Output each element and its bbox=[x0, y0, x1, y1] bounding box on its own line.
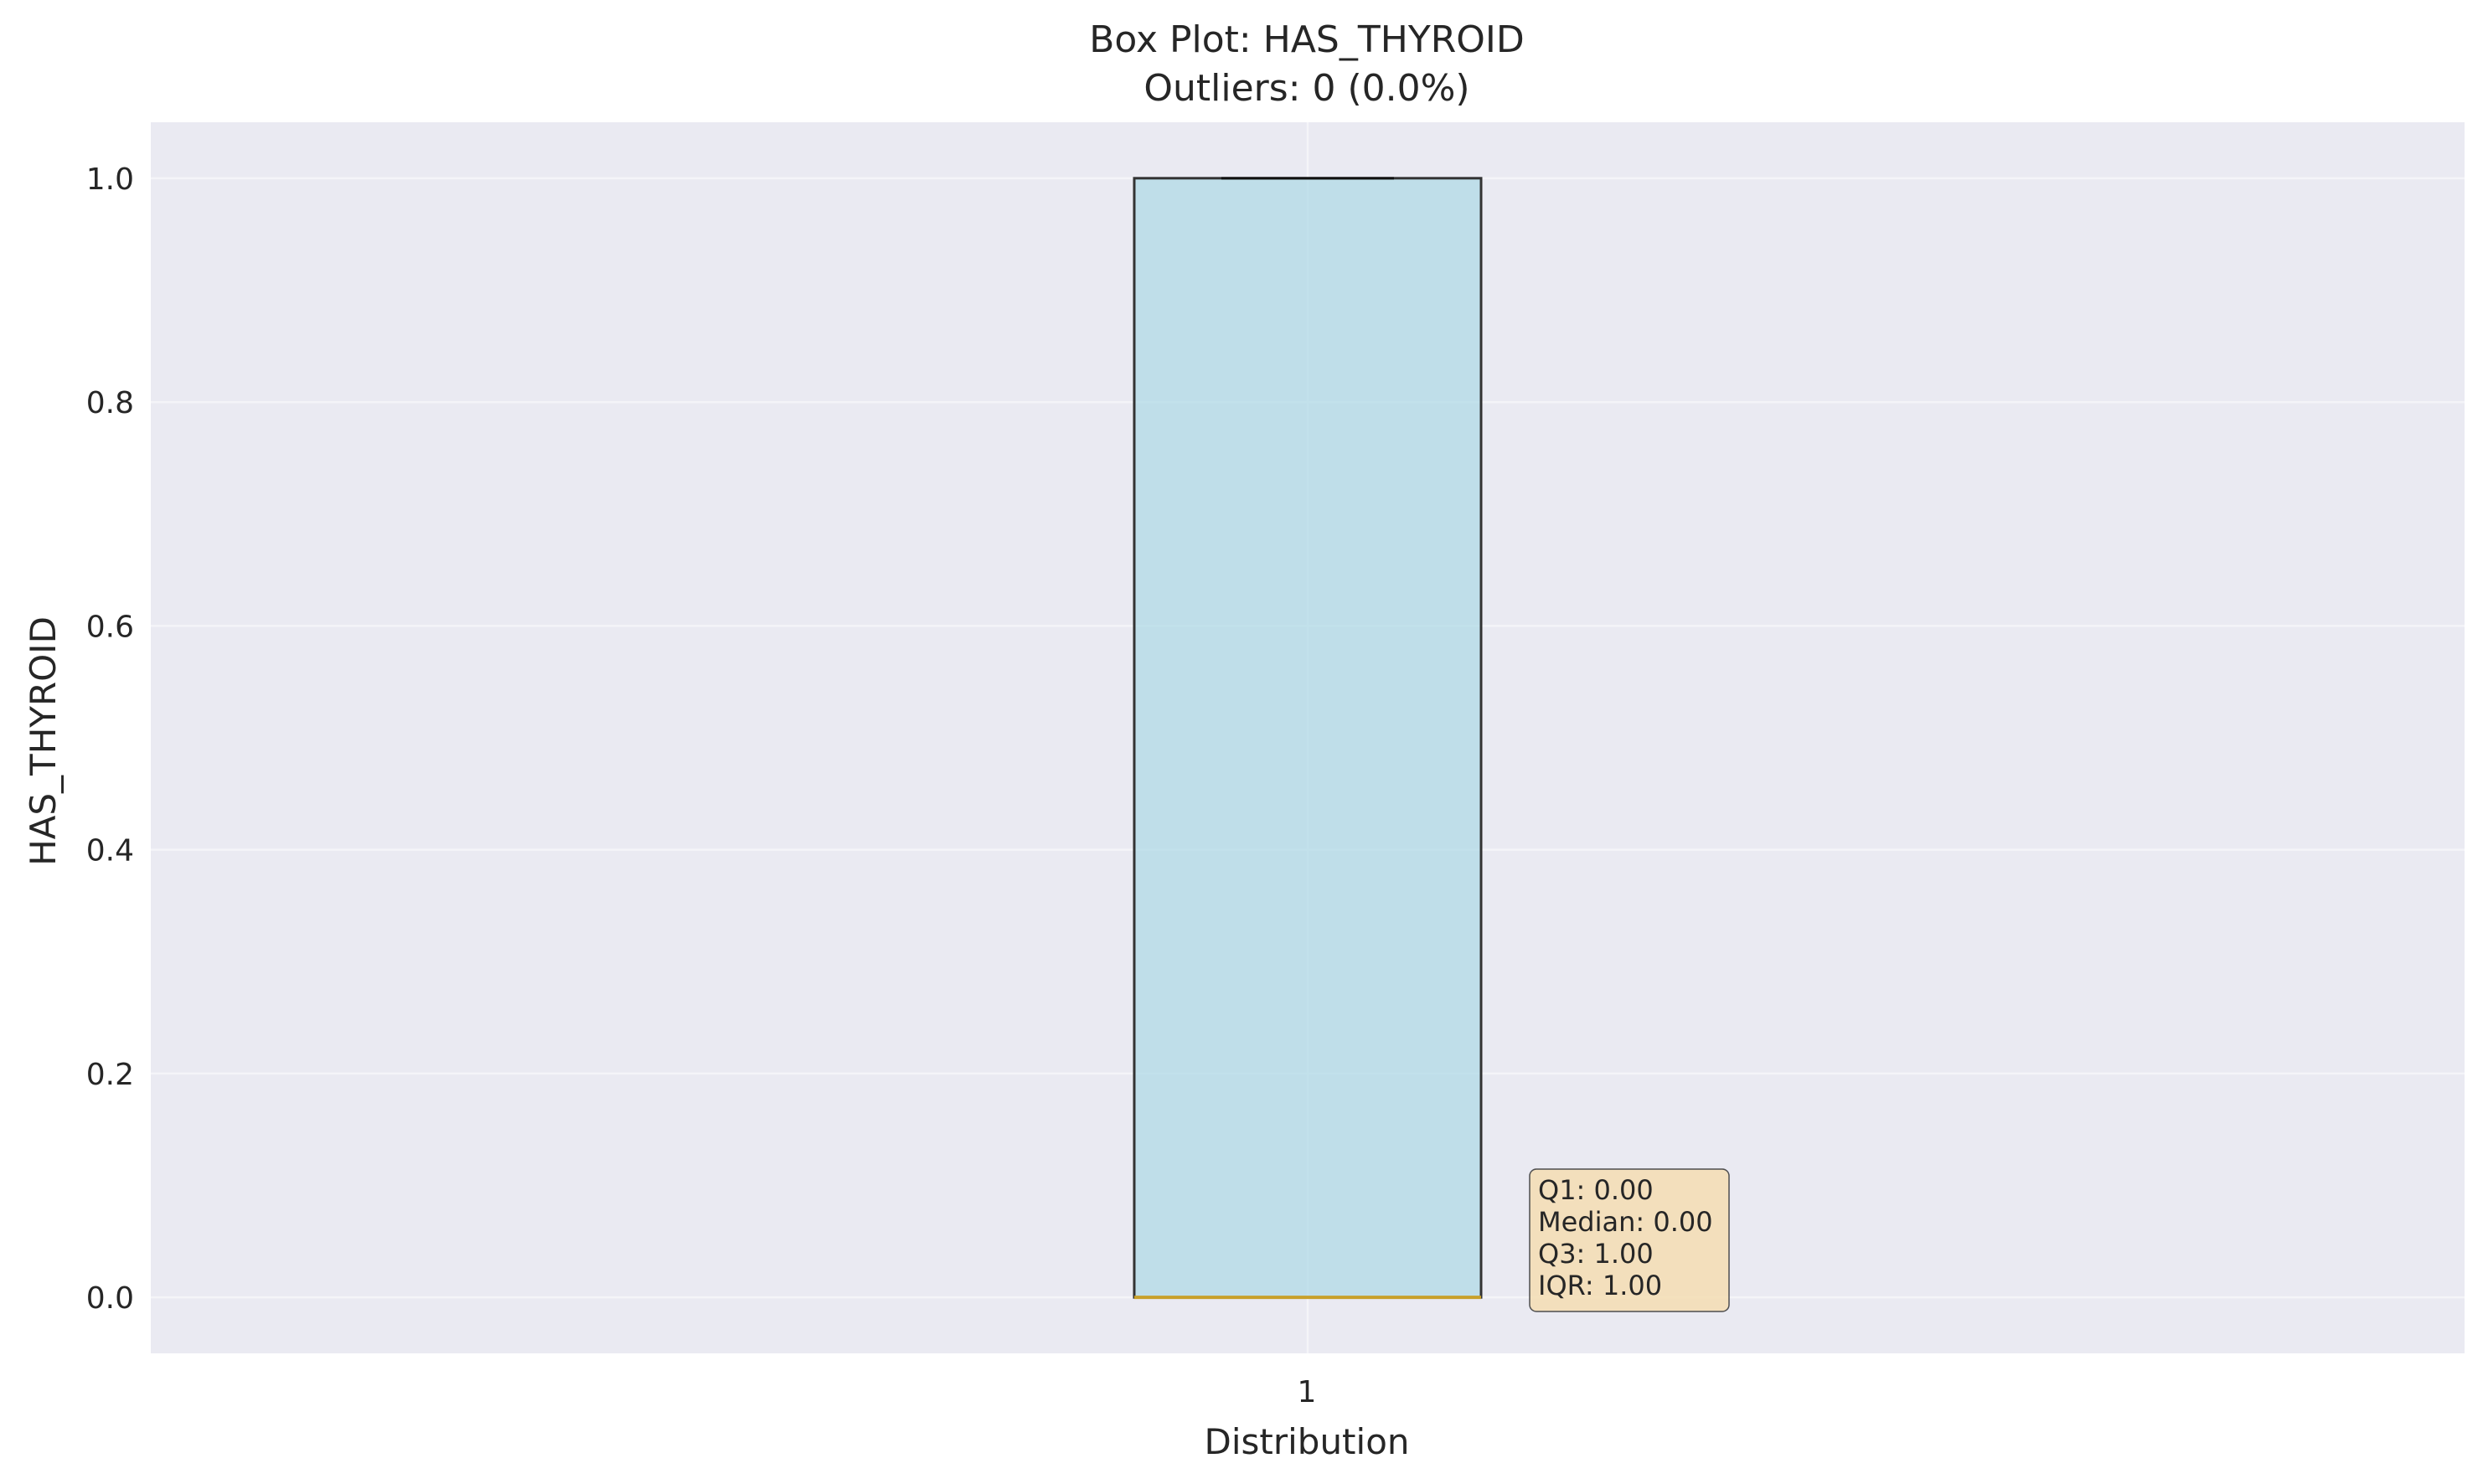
x-axis-label: Distribution bbox=[1204, 1421, 1409, 1462]
chart-title: Box Plot: HAS_THYROID bbox=[1089, 18, 1525, 61]
y-tick-label: 0.0 bbox=[86, 1281, 134, 1316]
y-axis-label: HAS_THYROID bbox=[23, 616, 64, 866]
y-tick-label: 0.4 bbox=[86, 834, 134, 868]
box-iqr bbox=[1133, 177, 1483, 1299]
stats-line-q1: Q1: 0.00 bbox=[1538, 1174, 1654, 1206]
y-tick-label: 0.6 bbox=[86, 610, 134, 644]
stats-line-iqr: IQR: 1.00 bbox=[1538, 1270, 1662, 1301]
x-tick-label: 1 bbox=[1298, 1375, 1317, 1409]
stats-line-median: Median: 0.00 bbox=[1538, 1206, 1713, 1238]
y-tick-label: 1.0 bbox=[86, 162, 134, 197]
stats-box-background bbox=[1529, 1168, 1730, 1312]
y-tick-labels: 0.0 0.2 0.4 0.6 0.8 1.0 bbox=[86, 162, 134, 1316]
stats-line-q3: Q3: 1.00 bbox=[1538, 1238, 1654, 1270]
y-tick-label: 0.2 bbox=[86, 1058, 134, 1092]
chart-subtitle: Outliers: 0 (0.0%) bbox=[1143, 67, 1469, 110]
y-tick-label: 0.8 bbox=[86, 386, 134, 420]
box-group bbox=[1133, 177, 1483, 1300]
stats-box: Q1: 0.00 Median: 0.00 Q3: 1.00 IQR: 1.00 bbox=[1529, 1168, 1730, 1312]
